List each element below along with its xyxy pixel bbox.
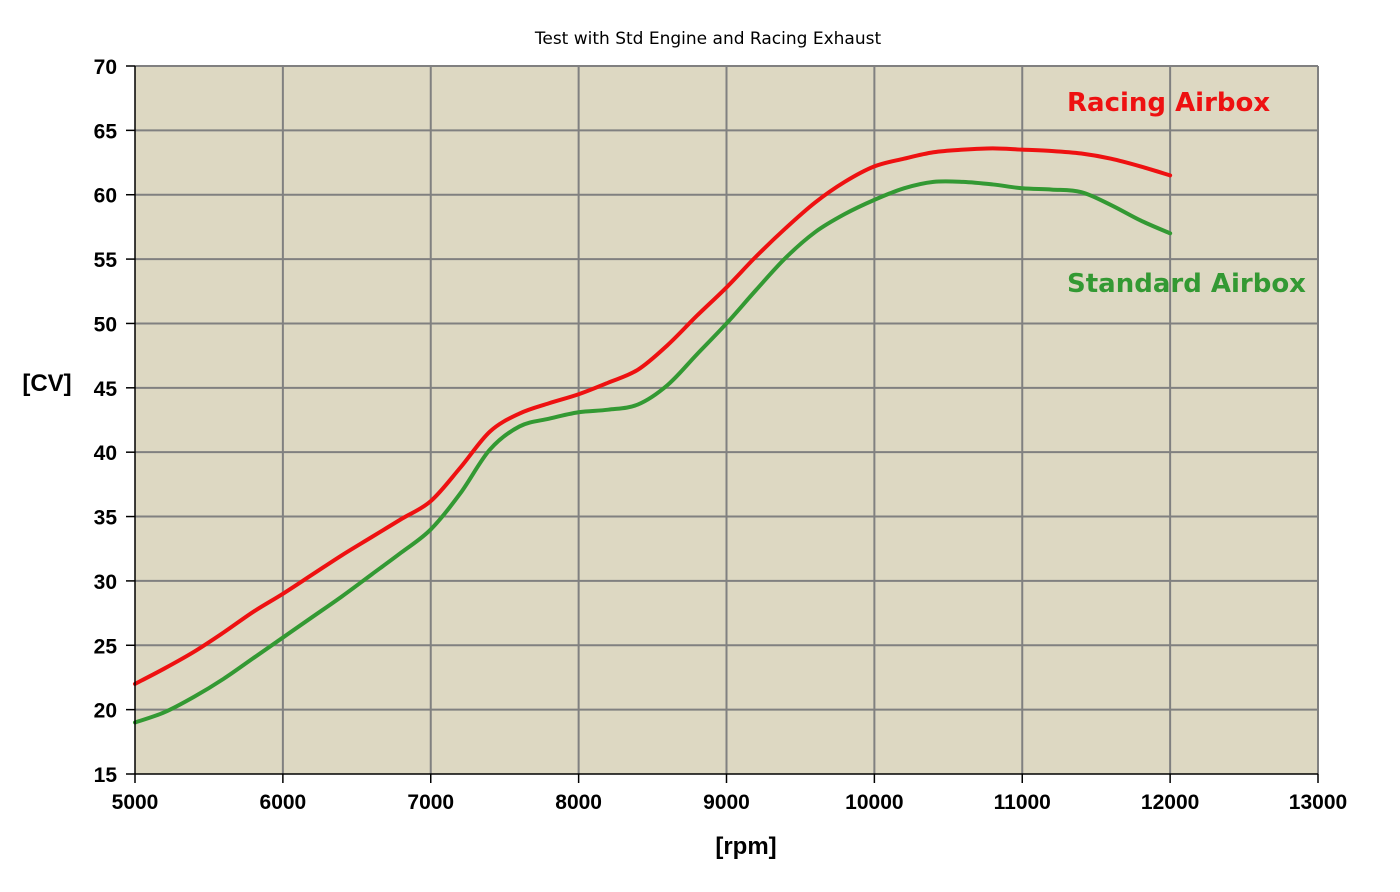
chart-title: Test with Std Engine and Racing Exhaust	[534, 29, 882, 49]
x-tick-label-13000: 13000	[1289, 791, 1347, 814]
tick-labels: 15 20 25 30 35 40 45 50 55 60 65 70 5000 6000 7000 8000…	[94, 56, 1348, 814]
x-tick-label-12000: 12000	[1141, 791, 1199, 814]
y-axis-label: [CV]	[22, 370, 71, 397]
y-tick-label-55: 55	[94, 249, 118, 272]
x-tick-label-7000: 7000	[407, 791, 454, 814]
y-tick-label-50: 50	[94, 313, 117, 336]
y-tick-label-25: 25	[94, 635, 118, 658]
grid	[135, 65, 1319, 774]
x-axis-label: [rpm]	[715, 833, 776, 860]
axes	[126, 65, 1319, 783]
x-tick-label-8000: 8000	[555, 791, 602, 814]
x-tick-label-5000: 5000	[112, 791, 159, 814]
y-tick-label-60: 60	[94, 185, 117, 208]
series-label-racing-airbox: Racing Airbox	[1067, 88, 1270, 118]
series-lines	[133, 146, 1173, 725]
y-tick-label-65: 65	[94, 120, 118, 143]
y-tick-label-15: 15	[94, 764, 118, 787]
y-tick-label-45: 45	[94, 378, 118, 401]
x-tick-label-6000: 6000	[260, 791, 307, 814]
x-tick-label-11000: 11000	[994, 791, 1051, 814]
series-line-racing-airbox	[133, 146, 1173, 686]
series-line-standard-airbox	[133, 179, 1173, 725]
y-tick-label-40: 40	[94, 442, 117, 465]
y-tick-label-35: 35	[94, 507, 118, 530]
series-label-standard-airbox: Standard Airbox	[1067, 269, 1306, 299]
y-tick-label-30: 30	[94, 571, 117, 594]
y-tick-label-20: 20	[94, 700, 117, 723]
y-tick-label-70: 70	[94, 56, 117, 79]
x-tick-label-10000: 10000	[845, 791, 903, 814]
x-tick-label-9000: 9000	[703, 791, 750, 814]
